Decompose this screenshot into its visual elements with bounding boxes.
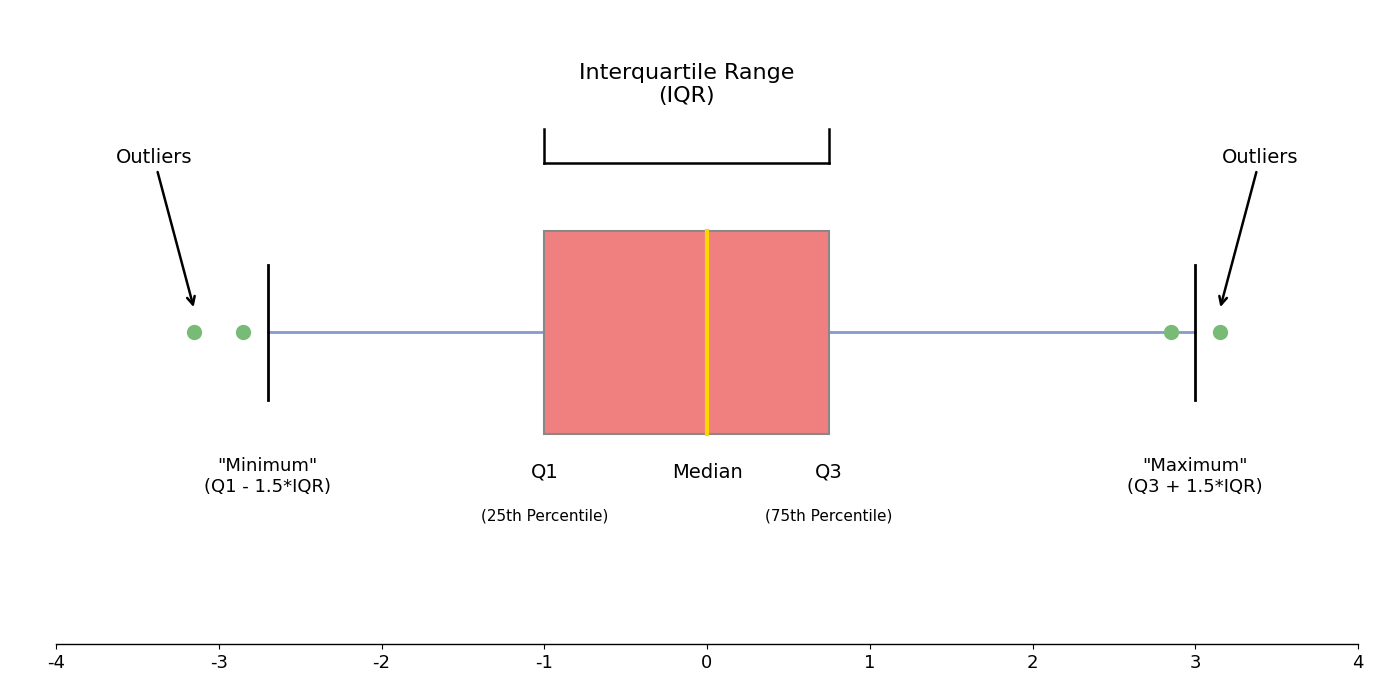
Text: (25th Percentile): (25th Percentile) xyxy=(480,508,608,523)
Text: (75th Percentile): (75th Percentile) xyxy=(766,508,893,523)
Text: Outliers: Outliers xyxy=(1219,148,1299,304)
Text: "Maximum"
(Q3 + 1.5*IQR): "Maximum" (Q3 + 1.5*IQR) xyxy=(1127,457,1263,496)
Text: Interquartile Range
(IQR): Interquartile Range (IQR) xyxy=(580,63,794,106)
Text: Median: Median xyxy=(672,463,742,482)
Text: Outliers: Outliers xyxy=(115,148,195,304)
Text: Q1: Q1 xyxy=(531,463,559,482)
Text: "Minimum"
(Q1 - 1.5*IQR): "Minimum" (Q1 - 1.5*IQR) xyxy=(204,457,330,496)
Text: Q3: Q3 xyxy=(815,463,843,482)
Bar xyxy=(545,230,829,435)
